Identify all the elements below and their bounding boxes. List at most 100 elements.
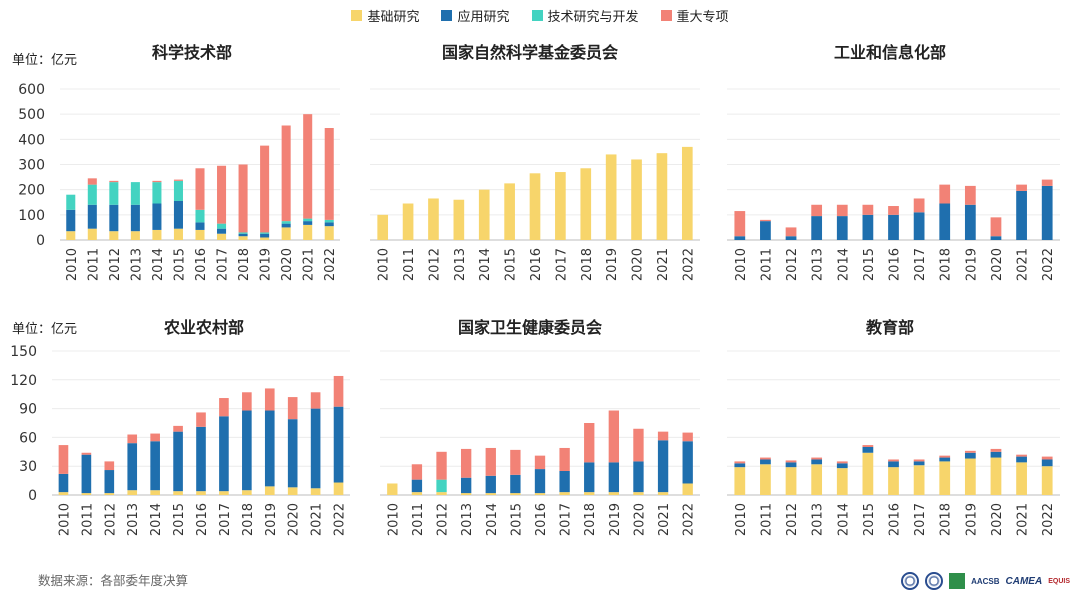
bar-segment [529, 173, 541, 240]
bar-segment [862, 447, 874, 453]
bar-segment [173, 431, 183, 492]
bar-segment [990, 451, 1002, 458]
x-tick-label: 2010 [65, 248, 80, 281]
bar-segment [939, 461, 951, 495]
y-tick-label: 60 [19, 430, 37, 446]
legend-swatch [441, 9, 453, 21]
bar-segment [964, 450, 976, 453]
x-tick-label: 2014 [151, 248, 166, 281]
x-tick-label: 2010 [734, 248, 749, 281]
bar-segment [173, 228, 183, 240]
bar-segment [281, 223, 291, 228]
x-tick-label: 2018 [237, 248, 252, 281]
bar-segment [219, 416, 229, 492]
bar-segment [811, 204, 823, 217]
bar-segment [734, 461, 746, 464]
bar-segment [387, 483, 398, 495]
x-tick-label: 2011 [80, 503, 95, 536]
bar-segment [152, 180, 162, 183]
bar-segment [104, 470, 115, 494]
bar-segment [760, 221, 771, 240]
bar-segment [559, 492, 570, 495]
unit-label: 单位：亿元 [12, 322, 77, 337]
bar-segment [264, 388, 275, 411]
bar-segment [238, 164, 248, 233]
bar-segment [939, 184, 951, 204]
bar-segment [504, 183, 515, 240]
x-tick-label: 2021 [1016, 503, 1031, 536]
bar-segment [324, 222, 334, 227]
bar-segment [964, 185, 976, 205]
x-tick-label: 2017 [218, 503, 233, 536]
bar-segment [1041, 459, 1053, 467]
bar-segment [460, 477, 472, 494]
bar-segment [657, 440, 669, 493]
x-tick-label: 2019 [264, 503, 279, 536]
bar-segment [217, 233, 227, 240]
equis-logo: EQUIS [1048, 577, 1070, 585]
x-tick-label: 2017 [554, 248, 569, 281]
bar-segment [287, 487, 298, 495]
bar-segment [217, 223, 227, 229]
x-tick-label: 2017 [913, 248, 928, 281]
x-tick-label: 2013 [811, 248, 826, 281]
bar-segment [196, 491, 206, 495]
bar-segment [836, 461, 848, 464]
bar-segment [324, 226, 334, 240]
bar-segment [310, 392, 321, 409]
x-tick-label: 2012 [103, 503, 118, 536]
x-tick-label: 2012 [785, 503, 800, 536]
x-tick-label: 2014 [478, 248, 493, 281]
bar-segment [785, 227, 797, 237]
x-tick-label: 2011 [759, 503, 774, 536]
x-tick-label: 2018 [583, 503, 598, 536]
bar-segment [81, 493, 92, 495]
x-tick-label: 2013 [811, 503, 826, 536]
x-tick-label: 2016 [888, 503, 903, 536]
bar-segment [436, 479, 447, 493]
bar-segment [811, 457, 823, 460]
bar-segment [81, 454, 92, 494]
bar-segment [81, 452, 92, 455]
bar-segment [152, 203, 162, 230]
bar-segment [281, 125, 291, 222]
bar-segment [682, 432, 693, 442]
x-tick-label: 2014 [836, 503, 851, 536]
bar-segment [109, 231, 119, 240]
bar-segment [195, 229, 205, 240]
bar-segment [478, 189, 490, 240]
bar-segment [460, 448, 472, 478]
bar-segment [104, 461, 115, 471]
x-tick-label: 2021 [657, 503, 672, 536]
bar-segment [303, 224, 313, 240]
bar-segment [682, 483, 693, 495]
x-tick-label: 2010 [386, 503, 401, 536]
bar-segment [411, 479, 423, 493]
x-tick-label: 2019 [964, 248, 979, 281]
bar-segment [888, 461, 899, 468]
bar-segment [195, 209, 205, 223]
bar-segment [990, 457, 1002, 495]
bar-segment [734, 236, 746, 240]
bar-segment [1041, 456, 1053, 460]
bar-segment [559, 471, 570, 493]
bar-segment [460, 493, 472, 495]
bar-segment [238, 233, 248, 237]
bar-segment [485, 475, 496, 494]
bar-segment [428, 198, 439, 240]
bar-segment [217, 228, 227, 234]
bar-segment [510, 493, 521, 495]
x-tick-label: 2015 [862, 248, 877, 281]
x-tick-label: 2016 [534, 503, 549, 536]
bar-segment [811, 216, 823, 240]
legend-label: 重大专项 [676, 9, 729, 25]
x-tick-label: 2018 [939, 248, 954, 281]
bar-segment [152, 182, 162, 204]
bar-segment [264, 486, 275, 495]
bar-segment [862, 214, 874, 240]
x-tick-label: 2021 [656, 248, 671, 281]
chart-title: 工业和信息化部 [834, 43, 946, 62]
x-tick-label: 2012 [436, 503, 451, 536]
x-tick-label: 2020 [280, 248, 295, 281]
chart-title: 国家卫生健康委员会 [458, 318, 602, 337]
